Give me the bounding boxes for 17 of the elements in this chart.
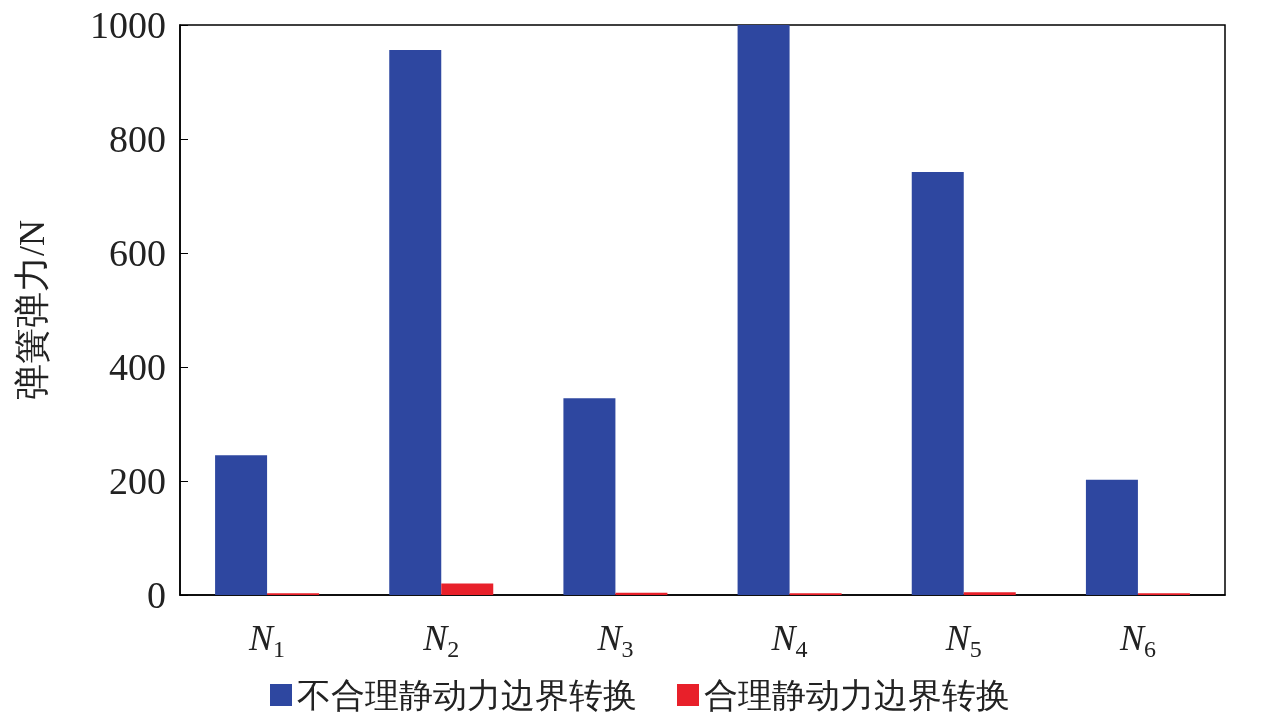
- y-tick-label: 800: [109, 118, 166, 160]
- legend-label: 不合理静动力边界转换: [297, 676, 637, 714]
- bar: [389, 50, 442, 595]
- legend-label: 合理静动力边界转换: [704, 676, 1010, 714]
- y-tick-label: 600: [109, 232, 166, 274]
- y-tick-label: 200: [109, 460, 166, 502]
- bar: [1085, 479, 1138, 595]
- y-tick-label: 400: [109, 346, 166, 388]
- y-tick-label: 0: [147, 574, 166, 616]
- y-tick-label: 1000: [90, 4, 166, 46]
- bar: [737, 25, 790, 595]
- y-axis-title: 弹簧弹力/N: [12, 220, 52, 400]
- bar: [215, 455, 268, 595]
- bar: [911, 172, 964, 595]
- bar: [963, 592, 1016, 595]
- bar: [441, 583, 494, 595]
- bar: [563, 398, 616, 595]
